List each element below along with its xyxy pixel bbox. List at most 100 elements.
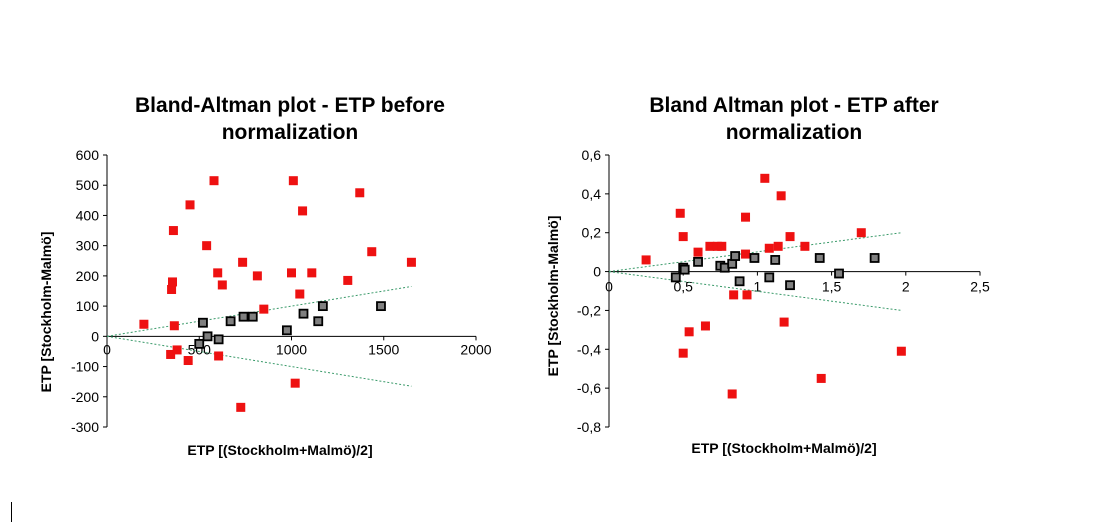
chart1-red-point [295, 289, 305, 299]
chart1-red-point [298, 206, 308, 216]
chart2-red-point [678, 348, 688, 358]
chart2-y-tick-label: -0,2 [577, 302, 601, 318]
chart1-red-point [209, 176, 219, 186]
chart2-reference-line [608, 271, 902, 311]
chart2-red-point [741, 249, 751, 259]
chart1-x-tick-label: 1000 [276, 341, 307, 357]
chart2-red-point [742, 290, 752, 300]
chart2-red-point [700, 321, 710, 331]
chart2-grey-point [679, 264, 690, 275]
chart2-y-tick-label: -0,8 [577, 419, 601, 435]
chart2-title-line2: normalization [726, 121, 863, 144]
chart2-grey-point [770, 255, 781, 265]
chart1-red-point [167, 284, 177, 294]
chart1-grey-point [298, 308, 309, 319]
chart1-reference-line [106, 335, 412, 387]
chart2-red-point [764, 243, 774, 253]
chart1-x-tick-label: 2000 [460, 341, 491, 357]
chart2-y-axis-label: ETP [Stockholm-Malmö] [545, 216, 561, 377]
chart1-red-point [238, 257, 248, 267]
chart1-x-axis-label: ETP [(Stockholm+Malmö)/2] [187, 442, 372, 458]
chart1-red-point [185, 200, 195, 210]
chart1-grey-point [194, 338, 205, 349]
chart1-y-tick-label: 100 [76, 298, 100, 314]
chart1-red-point [213, 268, 223, 278]
chart-after-normalization: Bland Altman plot - ETP after normalizat… [545, 94, 990, 456]
chart1-red-point [252, 271, 262, 281]
chart1-y-tick-label: 0 [91, 328, 99, 344]
chart2-grey-point [730, 251, 741, 261]
chart2-grey-point [693, 256, 703, 267]
chart1-title-line2: normalization [222, 121, 359, 144]
chart2-grey-point [749, 253, 760, 263]
chart2-red-point [705, 241, 715, 251]
chart1-red-point [290, 378, 300, 388]
chart1-red-point [169, 321, 179, 331]
chart2-red-point [684, 327, 694, 337]
chart1-y-tick-label: 500 [76, 177, 100, 193]
chart2-reference-line [608, 232, 902, 273]
chart2-red-point [785, 232, 795, 242]
chart1-y-axis-label: ETP [Stockholm-Malmö] [38, 232, 54, 393]
chart1-grey-point [238, 311, 249, 322]
chart1-grey-point [317, 301, 328, 312]
chart1-y-tick-label: 300 [76, 238, 100, 254]
chart2-red-point [741, 212, 751, 222]
chart2-red-point [800, 241, 810, 251]
chart2-red-point [717, 241, 727, 251]
chart1-red-point [202, 241, 212, 251]
chart1-red-point [168, 226, 178, 236]
chart1-y-tick-label: 400 [76, 207, 100, 223]
chart1-red-point [236, 402, 246, 412]
chart2-y-tick-label: -0,4 [577, 341, 601, 357]
chart2-red-point [816, 373, 826, 383]
chart2-red-point [727, 389, 737, 399]
chart1-grey-point [247, 311, 258, 322]
chart2-red-point [773, 241, 783, 251]
chart2-x-axis-label: ETP [(Stockholm+Malmö)/2] [691, 440, 876, 456]
chart1-red-point [307, 268, 317, 278]
text-cursor [11, 502, 12, 522]
chart1-red-point [139, 319, 149, 329]
chart1-red-point [406, 257, 416, 267]
chart1-x-tick-label: 0 [103, 341, 111, 357]
chart1-red-point [183, 356, 193, 366]
chart1-grey-point [198, 317, 208, 328]
chart1-red-point [367, 247, 377, 257]
chart2-red-point [856, 228, 866, 238]
chart1-x-tick-label: 500 [188, 341, 212, 357]
chart-before-normalization: Bland-Altman plot - ETP before normaliza… [38, 94, 492, 458]
chart2-x-tick-label: 1 [754, 279, 762, 295]
chart1-red-point [288, 176, 298, 186]
chart1-red-point [172, 345, 182, 355]
chart1-y-tick-label: -100 [71, 359, 99, 375]
chart2-x-tick-label: 0,5 [673, 279, 693, 295]
chart2-red-point [779, 317, 789, 327]
chart1-y-tick-label: -300 [71, 419, 99, 435]
chart1-title-line1: Bland-Altman plot - ETP before [135, 94, 445, 117]
chart2-y-tick-label: 0,2 [582, 225, 602, 241]
chart1-grey-point [376, 301, 386, 312]
chart2-y-tick-label: 0 [593, 264, 601, 280]
chart2-grey-point [764, 272, 775, 283]
chart2-red-point [729, 290, 739, 300]
chart2-grey-point [734, 276, 745, 287]
chart1-y-tick-label: 600 [76, 147, 100, 163]
chart1-grey-point [213, 334, 224, 345]
chart2-red-point [641, 255, 651, 265]
chart2-red-point [760, 173, 770, 183]
chart2-x-tick-label: 2 [902, 279, 910, 295]
chart2-x-tick-label: 2,5 [970, 279, 990, 295]
chart1-red-point [214, 351, 224, 361]
chart1-red-point [166, 349, 176, 359]
chart1-red-point [355, 188, 365, 198]
chart2-red-point [776, 191, 786, 201]
chart2-grey-point [727, 258, 738, 269]
chart2-grey-point [814, 253, 825, 263]
chart2-x-tick-label: 1,5 [822, 279, 842, 295]
chart2-plot-area: 0,60,40,20-0,2-0,4-0,6-0,80 0,5 1 1,5 2 2,5 [577, 147, 990, 435]
chart2-x-tick-label: 0 [605, 279, 613, 295]
chart1-red-point [217, 280, 227, 290]
